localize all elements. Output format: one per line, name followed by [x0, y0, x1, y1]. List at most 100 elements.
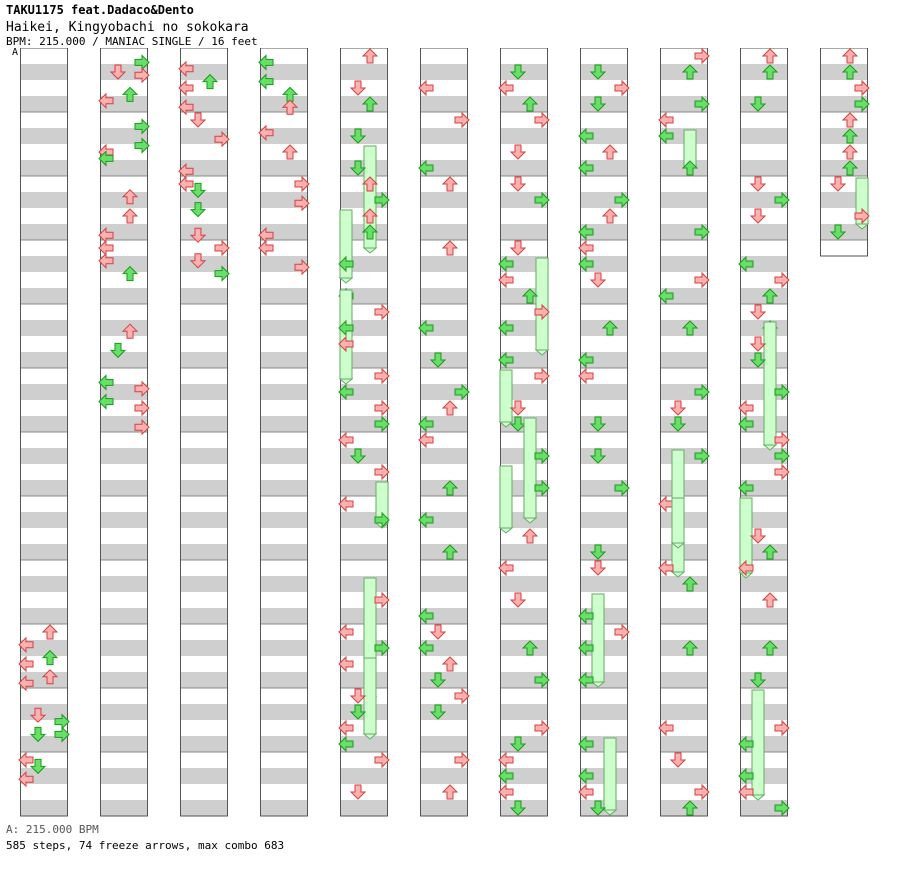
arrow-left [338, 495, 354, 513]
arrow-up [521, 96, 539, 112]
beat-stripe [260, 480, 308, 496]
arrow-down [829, 224, 847, 240]
arrow-left [178, 98, 194, 116]
arrow-right [374, 511, 390, 529]
beat-stripe [340, 768, 388, 784]
arrow-up [121, 189, 139, 205]
arrow-down [589, 64, 607, 80]
beat-stripe [500, 544, 548, 560]
arrow-down [509, 64, 527, 80]
beat-stripe [180, 512, 228, 528]
freeze-arrow-tail [338, 378, 354, 385]
beat-stripe [180, 672, 228, 688]
arrow-right [454, 751, 470, 769]
arrow-right [214, 265, 230, 282]
beat-stripe [180, 736, 228, 752]
arrow-left [418, 431, 434, 449]
column-border [500, 48, 548, 817]
arrow-left [498, 751, 514, 769]
beat-stripe [420, 448, 468, 464]
arrow-right [134, 418, 150, 436]
arrow-right [54, 726, 70, 743]
beat-stripe [580, 128, 628, 144]
beat-stripe [260, 352, 308, 368]
beat-stripe [580, 256, 628, 272]
beat-stripe [20, 416, 68, 432]
beat-stripe [260, 544, 308, 560]
arrow-left [498, 79, 514, 97]
arrow-left [578, 783, 594, 801]
chart-info-line: BPM: 215.000 / MANIAC SINGLE / 16 feet [6, 35, 258, 48]
beat-stripe [580, 224, 628, 240]
beat-stripe [180, 544, 228, 560]
beat-stripe [740, 224, 788, 240]
beat-stripe [580, 192, 628, 208]
beat-stripe [580, 288, 628, 304]
arrow-right [534, 303, 550, 321]
arrow-down [509, 400, 527, 416]
freeze-arrow-body [603, 737, 617, 811]
beat-stripe [20, 64, 68, 80]
arrow-up [441, 480, 459, 496]
bpm-change-marker: A [12, 47, 19, 58]
beat-stripe [420, 512, 468, 528]
beat-stripe [740, 128, 788, 144]
beat-stripe [500, 192, 548, 208]
beat-stripe [20, 256, 68, 272]
freeze-arrow-tail [338, 277, 354, 284]
arrow-left [18, 751, 34, 769]
arrow-up [681, 576, 699, 592]
arrow-left [18, 770, 34, 788]
beat-stripe [260, 576, 308, 592]
freeze-arrow-tail [750, 794, 766, 801]
beat-stripe [740, 576, 788, 592]
beat-stripe [340, 64, 388, 80]
arrow-right [694, 383, 710, 401]
beat-stripe [740, 448, 788, 464]
beat-stripe [580, 160, 628, 176]
beat-stripe [820, 96, 868, 112]
beat-stripe [180, 800, 228, 816]
arrow-left [338, 735, 354, 753]
arrow-down [749, 528, 767, 544]
beat-stripe [20, 128, 68, 144]
arrow-right [614, 79, 630, 97]
freeze-arrow-tail [670, 542, 686, 549]
arrow-down [589, 800, 607, 816]
beat-stripe [20, 352, 68, 368]
freeze-arrow-tail [522, 517, 538, 524]
arrow-left [738, 767, 754, 785]
beat-stripe [260, 608, 308, 624]
beat-stripe [100, 320, 148, 336]
beat-stripe [500, 608, 548, 624]
arrow-right [134, 118, 150, 135]
arrow-right [454, 111, 470, 129]
arrow-up [441, 176, 459, 192]
beat-stripe [20, 192, 68, 208]
beat-stripe [660, 704, 708, 720]
beat-stripe [100, 288, 148, 304]
beat-stripe [260, 448, 308, 464]
beat-stripe [180, 416, 228, 432]
beat-stripe [180, 288, 228, 304]
beat-stripe [260, 96, 308, 112]
beat-stripe [420, 384, 468, 400]
beat-stripe [180, 224, 228, 240]
beat-stripe [180, 384, 228, 400]
freeze-arrow-tail [854, 223, 870, 230]
arrow-up [841, 144, 859, 160]
arrow-left [738, 783, 754, 801]
beat-stripe [100, 192, 148, 208]
arrow-left [98, 393, 114, 410]
arrow-up [761, 48, 779, 64]
beat-stripe [580, 704, 628, 720]
beat-stripe [260, 320, 308, 336]
arrow-down [749, 336, 767, 352]
arrow-up [361, 208, 379, 224]
beat-stripe [20, 704, 68, 720]
arrow-up [601, 144, 619, 160]
arrow-left [258, 73, 274, 90]
arrow-up [841, 64, 859, 80]
beat-stripe [660, 672, 708, 688]
arrow-down [509, 736, 527, 752]
